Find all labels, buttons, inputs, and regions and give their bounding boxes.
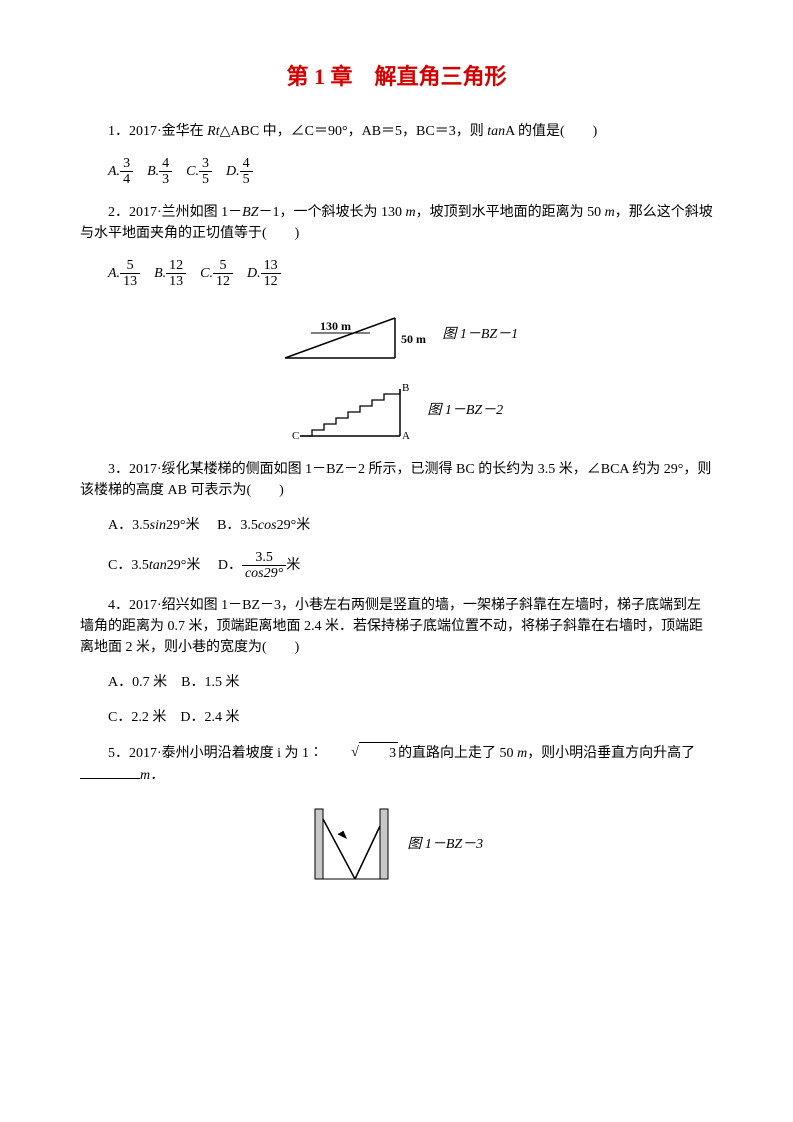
figure-1-bz-2: B C A 图 1－BZ－2 (80, 381, 713, 441)
frac-d: 13 (166, 274, 186, 289)
fig1-height-label: 50 m (401, 332, 426, 346)
q4-options-row2: C．2.2 米 D．2.4 米 (108, 707, 713, 728)
q2-optA-frac: 513 (120, 258, 140, 290)
q3-D-pre: D． (218, 558, 242, 573)
figure-1-bz-1: 130 m 50 m 图 1－BZ－1 (80, 308, 713, 363)
q4-B: B．1.5 米 (181, 675, 239, 690)
m-italic: m (406, 205, 416, 220)
radicand: 3 (359, 742, 398, 764)
q2-optD-frac: 1312 (261, 258, 281, 290)
q3-D-frac: 3.5cos29° (242, 550, 286, 582)
fig2-B: B (402, 382, 409, 394)
frac-n: 5 (120, 258, 140, 274)
q2-C: C. (200, 266, 213, 281)
m-italic: m (605, 205, 615, 220)
q2-t3: ，坡顶到水平地面的距离为 50 (416, 205, 605, 220)
q3-stem: 3．2017·绥化某楼梯的侧面如图 1－BZ－2 所示，已测得 BC 的长约为 … (80, 459, 713, 501)
frac-n: 5 (213, 258, 233, 274)
stairs-figure-icon: B C A (290, 403, 424, 418)
frac-n: 4 (159, 156, 172, 172)
q1-stem: 1．2017·金华在 Rt△ABC 中，∠C＝90°，AB＝5，BC＝3，则 t… (80, 121, 713, 142)
q3-C-post: 29°米 (167, 558, 201, 573)
q3-D-post: 米 (286, 558, 300, 573)
q2-stem: 2．2017·兰州如图 1－BZ－1，一个斜坡长为 130 m，坡顶到水平地面的… (80, 202, 713, 244)
q4-D: D．2.4 米 (180, 710, 239, 725)
q3-A-pre: A．3.5 (108, 518, 150, 533)
m-it2: m． (140, 768, 164, 783)
frac-n: 13 (261, 258, 281, 274)
tan-italic: tan (487, 124, 505, 139)
q2-t2: －1，一个斜坡长为 130 (259, 205, 406, 220)
frac-d: 5 (199, 172, 212, 187)
frac-n: 12 (166, 258, 186, 274)
q1-optD-label: D. (226, 164, 240, 179)
frac-n: 3.5 (242, 550, 286, 566)
q2-t1: 2．2017·兰州如图 1－ (108, 205, 242, 220)
q5-t2: 的直路向上走了 50 (398, 746, 517, 761)
q2-optB-frac: 1213 (166, 258, 186, 290)
q1-optD-frac: 45 (240, 156, 253, 188)
figure-1-bz-3: 图 1－BZ－3 (80, 804, 713, 884)
q1-optC-label: C. (186, 164, 199, 179)
frac-d: 5 (240, 172, 253, 187)
tan-it: tan (149, 558, 167, 573)
cos-denom: cos29° (245, 566, 283, 581)
q4-options-row1: A．0.7 米 B．1.5 米 (108, 672, 713, 693)
sqrt-icon: 3 (323, 742, 398, 764)
figure-1-caption: 图 1－BZ－1 (442, 327, 518, 342)
fig2-C: C (292, 430, 299, 441)
q2-B: B. (154, 266, 166, 281)
figure-3-caption: 图 1－BZ－3 (407, 837, 483, 852)
frac-d: cos29° (242, 566, 286, 581)
q1-optA-label: A. (108, 164, 120, 179)
q3-A-post: 29°米 (166, 518, 200, 533)
slope-figure-icon: 130 m 50 m (275, 327, 439, 342)
rt-italic: Rt (207, 124, 219, 139)
fig2-A: A (402, 430, 410, 441)
q2-D: D. (247, 266, 261, 281)
q3-options-row2: C．3.5tan29°米 D．3.5cos29°米 (108, 550, 713, 582)
answer-blank[interactable] (80, 764, 140, 779)
cos-it: cos (258, 518, 277, 533)
q1-options: A.34 B.43 C.35 D.45 (108, 156, 713, 188)
frac-d: 3 (159, 172, 172, 187)
frac-d: 12 (213, 274, 233, 289)
q3-B-pre: B．3.5 (217, 518, 258, 533)
q1-text: 1．2017·金华在 (108, 124, 207, 139)
q4-C: C．2.2 米 (108, 710, 166, 725)
sin-it: sin (150, 518, 166, 533)
frac-n: 3 (120, 156, 133, 172)
bz-italic: BZ (242, 205, 258, 220)
q4-stem: 4．2017·绍兴如图 1－BZ－3，小巷左右两侧是竖直的墙，一架梯子斜靠在左墙… (80, 595, 713, 658)
figure-2-caption: 图 1－BZ－2 (427, 403, 503, 418)
q2-options: A.513 B.1213 C.512 D.1312 (108, 258, 713, 290)
q1-optA-frac: 34 (120, 156, 133, 188)
frac-d: 13 (120, 274, 140, 289)
q4-A: A．0.7 米 (108, 675, 167, 690)
q1-optB-frac: 43 (159, 156, 172, 188)
q1-text3: A 的值是( ) (505, 124, 597, 139)
q1-text2: △ABC 中，∠C＝90°，AB＝5，BC＝3，则 (220, 124, 488, 139)
frac-n: 4 (240, 156, 253, 172)
alley-figure-icon (310, 837, 404, 852)
q2-A: A. (108, 266, 120, 281)
q3-C-pre: C．3.5 (108, 558, 149, 573)
q1-optB-label: B. (147, 164, 159, 179)
q2-optC-frac: 512 (213, 258, 233, 290)
q5-t3: ，则小明沿垂直方向升高了 (527, 746, 695, 761)
q3-B-post: 29°米 (277, 518, 311, 533)
frac-d: 4 (120, 172, 133, 187)
q1-optC-frac: 35 (199, 156, 212, 188)
frac-n: 3 (199, 156, 212, 172)
q5-stem: 5．2017·泰州小明沿着坡度 i 为 1∶ 3的直路向上走了 50 m，则小明沿… (80, 742, 713, 786)
q5-t1: 5．2017·泰州小明沿着坡度 i 为 1∶ (108, 746, 323, 761)
frac-d: 12 (261, 274, 281, 289)
q3-options-row1: A．3.5sin29°米 B．3.5cos29°米 (108, 515, 713, 536)
fig1-slope-label: 130 m (320, 319, 351, 333)
page-title: 第 1 章 解直角三角形 (80, 60, 713, 93)
m-it: m (517, 746, 527, 761)
